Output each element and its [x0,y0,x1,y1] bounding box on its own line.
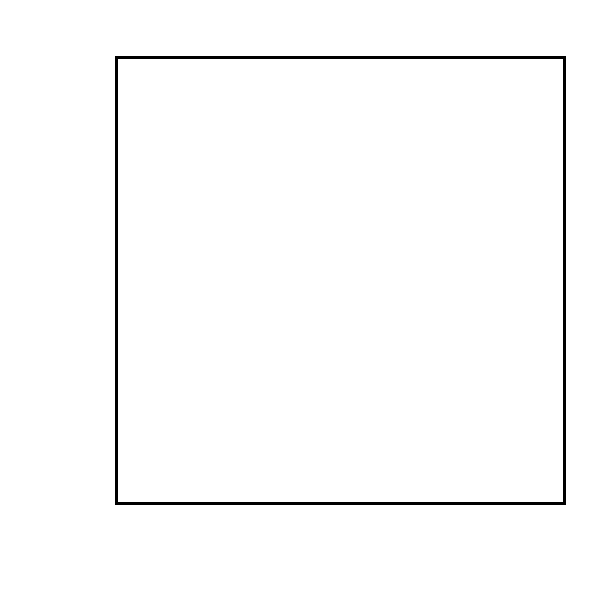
scatter-canvas [118,59,563,502]
plot-frame [115,56,566,505]
